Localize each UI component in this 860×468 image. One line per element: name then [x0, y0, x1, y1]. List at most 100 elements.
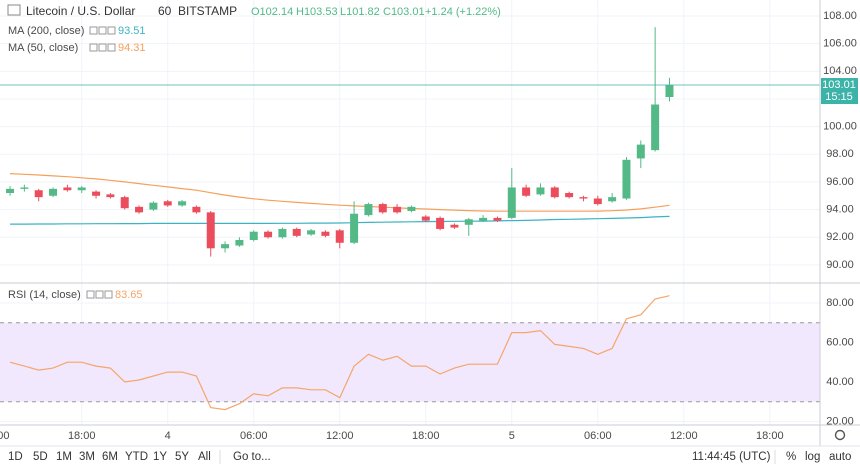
interval: 60 [158, 4, 172, 18]
last-price-box [821, 78, 858, 105]
candle-body [579, 197, 588, 199]
countdown-label: 15:15 [825, 91, 853, 103]
candle-body [479, 217, 488, 221]
ohlc-high: H103.53 [296, 6, 338, 18]
candle-body [536, 187, 545, 195]
candle-body [192, 206, 201, 213]
candle-body [450, 224, 459, 228]
y-tick-label: 80.00 [826, 297, 854, 309]
candle-body [278, 228, 287, 238]
candle-body [464, 219, 473, 225]
candle-body [292, 228, 301, 236]
indicator-button[interactable] [107, 26, 116, 35]
indicator-name: MA (200, close) [8, 25, 84, 37]
ohlc-open: O102.14 [251, 6, 293, 18]
x-tick-label: 12:00 [670, 430, 698, 442]
indicator-button[interactable] [89, 26, 98, 35]
change: +1.24 (+1.22%) [425, 6, 501, 18]
x-tick-label: 06:00 [584, 430, 612, 442]
candle-body [507, 187, 516, 218]
candle-body [565, 192, 574, 198]
clock: 11:44:45 (UTC) [692, 451, 771, 463]
scale-option[interactable]: log [805, 451, 820, 463]
x-tick-label: 12:00 [326, 430, 354, 442]
indicator-name: RSI (14, close) [8, 289, 81, 301]
x-tick-label: 4 [165, 430, 171, 442]
indicator-button[interactable] [104, 290, 113, 299]
y-tick-label: 104.00 [823, 65, 857, 77]
range-button[interactable]: YTD [125, 451, 148, 463]
candle-body [221, 244, 230, 249]
x-tick-label: 18:00 [412, 430, 440, 442]
x-tick-label: 18:00 [756, 430, 784, 442]
candle-body [49, 188, 58, 196]
candle-body [436, 217, 445, 229]
candle-body [63, 187, 72, 191]
indicator-button[interactable] [86, 290, 95, 299]
candle-body [92, 191, 101, 196]
y-tick-label: 20.00 [826, 415, 854, 427]
y-tick-label: 40.00 [826, 376, 854, 388]
candle-body [77, 187, 86, 191]
candle-body [364, 204, 373, 216]
candle-body [321, 231, 330, 236]
goto-button[interactable]: Go to... [233, 451, 271, 463]
candle-body [135, 206, 144, 213]
plot-area [0, 27, 820, 411]
candle-body [608, 197, 617, 202]
x-tick-label: 18:00 [68, 430, 96, 442]
candle-body [106, 194, 115, 198]
candle-body [34, 190, 43, 198]
candle-body [421, 216, 430, 221]
scale-option[interactable]: % [786, 451, 796, 463]
candle-body [120, 197, 129, 209]
y-tick-label: 94.00 [826, 203, 854, 215]
last-price-label: 103.01 [822, 79, 856, 91]
candle-body [651, 104, 660, 151]
range-button[interactable]: 5Y [175, 451, 189, 463]
candle-body [493, 217, 502, 221]
y-tick-label: 60.00 [826, 336, 854, 348]
y-tick-label: 96.00 [826, 176, 854, 188]
range-button[interactable]: 3M [79, 451, 95, 463]
candle-body [249, 231, 258, 241]
x-tick-label: 5 [509, 430, 515, 442]
legend: Litecoin / U.S. Dollar 60 BITSTAMP O102.… [7, 4, 501, 301]
y-tick-label: 100.00 [823, 121, 857, 133]
rsi-line [9, 295, 670, 411]
candle-body [622, 159, 631, 199]
symbol: Litecoin / U.S. Dollar [26, 4, 135, 18]
toolbar: 1D 5D 1M 3M 6M YTD 1Y 5Y All Go to... 11:44:45 (UT… [8, 450, 851, 464]
range-button[interactable]: All [198, 451, 211, 463]
candle-body [235, 240, 244, 246]
indicator-button[interactable] [95, 290, 104, 299]
y-tick-label: 92.00 [826, 231, 854, 243]
candle-body [665, 85, 674, 98]
candle-body [393, 206, 402, 213]
x-tick-label: 06:00 [240, 430, 268, 442]
candle-body [307, 230, 316, 235]
range-button[interactable]: 1Y [153, 451, 167, 463]
settings-icon[interactable] [834, 429, 846, 441]
candle-body [6, 188, 15, 193]
moving-average [10, 215, 670, 225]
candle-body [178, 201, 187, 206]
collapse-icon[interactable] [7, 4, 21, 16]
scale-option[interactable]: auto [829, 451, 851, 463]
range-button[interactable]: 1M [56, 451, 72, 463]
x-tick-label: 12:00 [0, 430, 9, 442]
indicator-button[interactable] [98, 26, 107, 35]
candle-body [264, 231, 273, 238]
candle-body [636, 144, 645, 159]
indicator-button[interactable] [98, 43, 107, 52]
range-button[interactable]: 5D [33, 451, 48, 463]
indicator-button[interactable] [107, 43, 116, 52]
grid [0, 0, 820, 425]
moving-average [9, 173, 670, 212]
range-button[interactable]: 6M [102, 451, 118, 463]
indicator-button[interactable] [89, 43, 98, 52]
axes: 12:00 18:00 4 06:00 12:00 18:00 5 06:00 12:00 18:… [0, 0, 860, 447]
range-button[interactable]: 1D [8, 451, 23, 463]
